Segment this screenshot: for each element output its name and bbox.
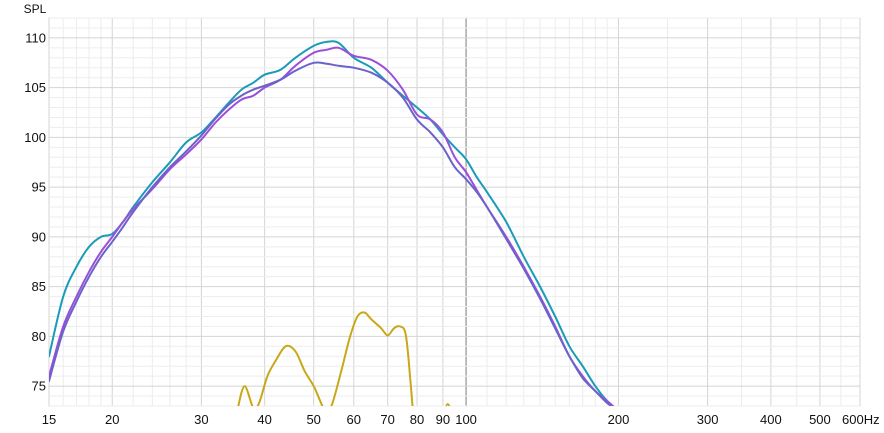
y-tick-label: 80 xyxy=(32,329,46,344)
x-tick-label: 40 xyxy=(257,412,271,427)
x-tick-label: 15 xyxy=(42,412,56,427)
x-tick-label: 50 xyxy=(306,412,320,427)
plot-frame xyxy=(48,17,861,407)
y-gridlines xyxy=(49,17,860,407)
y-tick-label: 85 xyxy=(32,279,46,294)
series-layer xyxy=(49,40,615,406)
y-axis-title: SPL xyxy=(24,2,47,16)
y-tick-label: 110 xyxy=(25,30,46,45)
y-tick-label: 75 xyxy=(32,379,46,394)
x-tick-label: 60 xyxy=(347,412,361,427)
x-tick-label: 90 xyxy=(436,412,450,427)
x-tick-label: 400 xyxy=(760,412,782,427)
y-tick-label: 95 xyxy=(32,180,46,195)
x-tick-label: 600Hz xyxy=(842,412,880,427)
plot-area xyxy=(48,17,861,407)
series-line-4 xyxy=(330,311,414,406)
x-tick-label: 70 xyxy=(380,412,394,427)
y-tick-label: 105 xyxy=(24,80,46,95)
y-tick-label: 90 xyxy=(32,229,46,244)
y-tick-label: 100 xyxy=(24,130,46,145)
x-tick-label: 20 xyxy=(105,412,119,427)
series-line-4 xyxy=(237,344,324,406)
y-tick-labels: 75 80 85 90 95 100 105 110 xyxy=(24,30,46,393)
x-tick-label: 300 xyxy=(697,412,719,427)
x-tick-label: 200 xyxy=(608,412,630,427)
x-tick-label: 100 xyxy=(455,412,477,427)
x-tick-label: 500 xyxy=(809,412,831,427)
series-line-4 xyxy=(445,403,451,406)
x-tick-labels: 15 20 30 40 50 60 70 80 90 100 200 300 400 500 600Hz xyxy=(42,412,880,427)
series-line-1 xyxy=(49,40,615,406)
x-tick-label: 80 xyxy=(410,412,424,427)
x-gridlines xyxy=(48,18,861,406)
x-tick-label: 30 xyxy=(194,412,208,427)
series-line-3 xyxy=(49,61,613,406)
